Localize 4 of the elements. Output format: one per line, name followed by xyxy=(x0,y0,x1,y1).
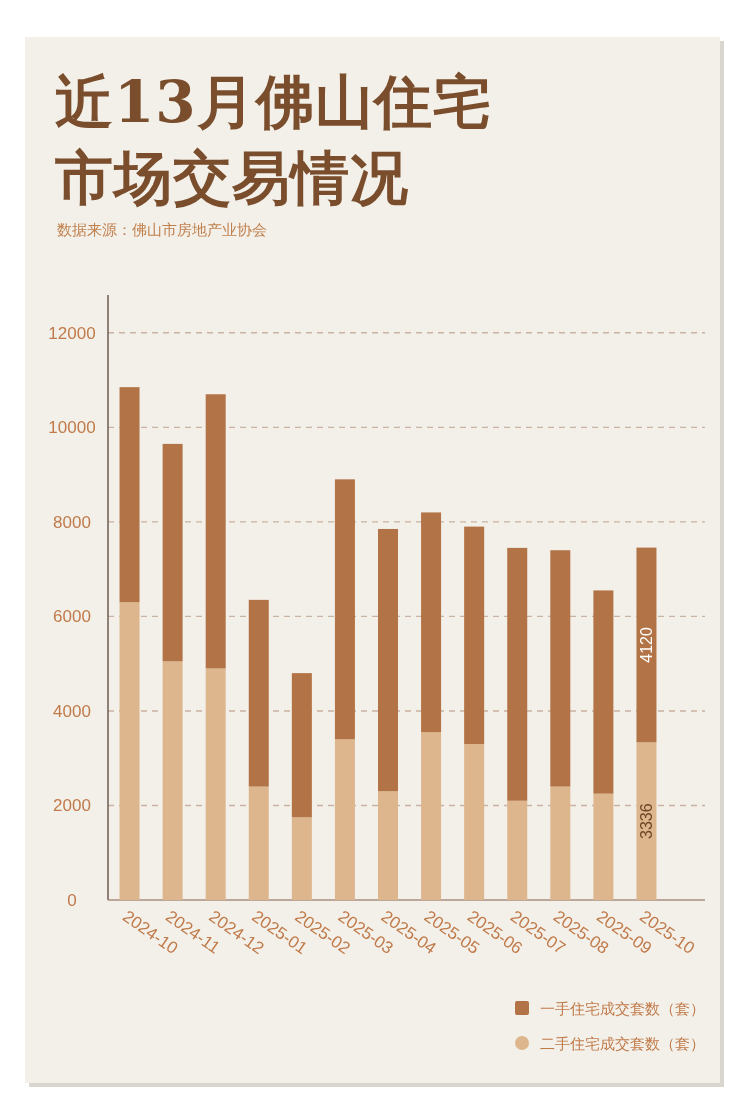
legend-label: 二手住宅成交套数（套） xyxy=(540,1034,705,1052)
annotation: 数据来源：佛山市房地产业协会 xyxy=(57,221,267,240)
legend-label: 一手住宅成交套数（套） xyxy=(540,999,705,1017)
title: 近13月佛山住宅市场交易情况 xyxy=(55,67,493,214)
